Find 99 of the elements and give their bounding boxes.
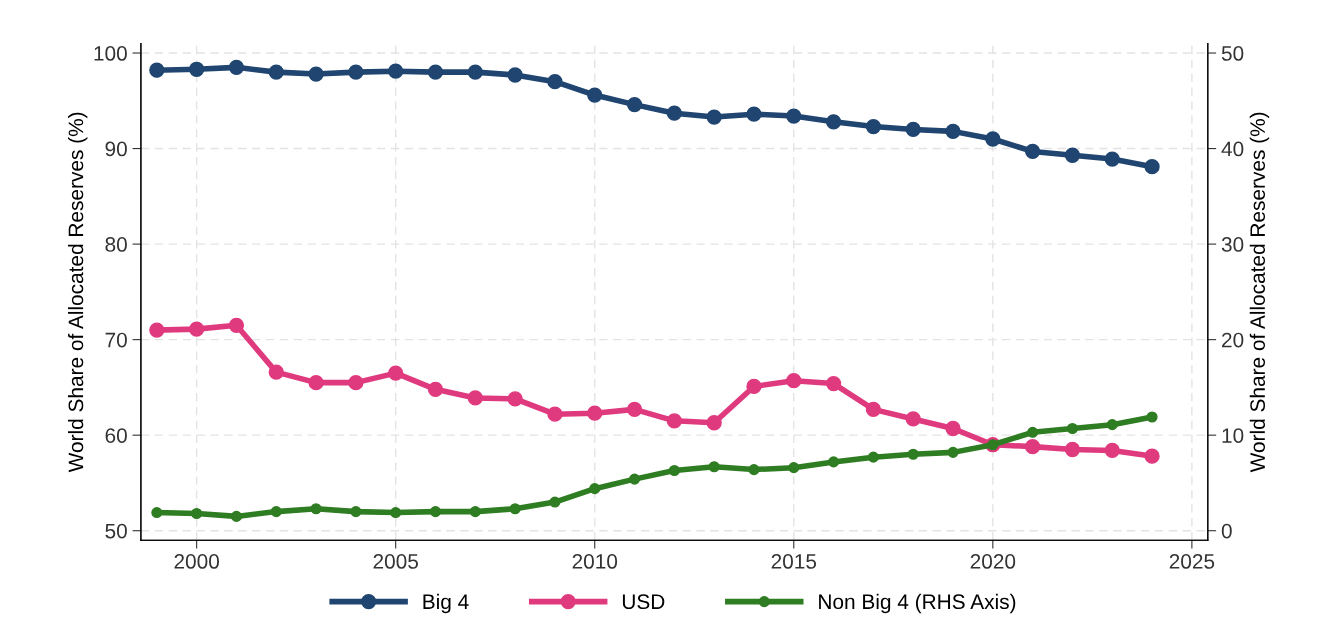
point <box>469 506 481 518</box>
point <box>1064 441 1081 458</box>
point <box>228 317 245 333</box>
y-tick-label: 90 <box>105 141 127 157</box>
point <box>390 507 402 519</box>
point <box>865 118 882 135</box>
point <box>1066 422 1079 435</box>
x-tick-label: 2015 <box>771 554 817 569</box>
point <box>905 411 921 427</box>
point <box>467 390 483 406</box>
point <box>748 464 760 476</box>
point <box>507 391 523 407</box>
point <box>945 123 961 140</box>
point <box>905 121 921 138</box>
legend-label: Non Big 4 (RHS Axis) <box>819 593 1016 614</box>
point <box>310 503 322 515</box>
y-tick-label: 50 <box>105 523 127 539</box>
point <box>549 496 561 508</box>
point <box>1024 439 1041 455</box>
point <box>348 64 364 80</box>
y-tick-label: 60 <box>105 428 127 443</box>
y-tick-label: 80 <box>105 237 127 252</box>
point <box>467 64 483 80</box>
y2-tick-label: 20 <box>1222 332 1244 348</box>
point <box>708 461 720 473</box>
point <box>1146 411 1158 423</box>
point <box>427 381 444 397</box>
point <box>149 62 165 78</box>
point <box>230 510 243 522</box>
y2-tick-label: 10 <box>1222 428 1244 443</box>
point <box>828 456 840 468</box>
point <box>1104 442 1120 459</box>
y2-tick-label: 40 <box>1221 141 1244 157</box>
point <box>786 373 802 389</box>
point <box>587 405 603 421</box>
x-tick-label: 2025 <box>1169 554 1215 569</box>
y2-tick-label: 50 <box>1221 46 1244 61</box>
point <box>786 108 802 124</box>
point <box>547 406 563 422</box>
point <box>270 506 282 518</box>
point <box>1027 426 1039 438</box>
point <box>867 451 879 463</box>
point <box>666 413 682 429</box>
x-tick-label: 2005 <box>373 554 418 569</box>
legend-label: Big 4 <box>423 593 469 614</box>
point <box>388 365 404 381</box>
point <box>350 506 362 518</box>
x-tick-label: 2000 <box>174 554 219 569</box>
point <box>308 374 324 391</box>
point <box>626 96 643 113</box>
point <box>509 503 521 515</box>
point <box>788 462 800 474</box>
point <box>507 67 523 83</box>
point <box>1104 151 1120 167</box>
point <box>666 105 682 121</box>
point <box>429 506 442 518</box>
point <box>308 66 324 82</box>
y2-tick-label: 0 <box>1221 523 1232 539</box>
point <box>1144 159 1160 175</box>
point <box>706 109 722 125</box>
legend-label: USD <box>622 594 665 610</box>
point <box>427 64 444 80</box>
point <box>191 507 203 520</box>
point <box>907 448 919 460</box>
point <box>189 321 205 337</box>
point <box>149 322 165 338</box>
point <box>1144 448 1160 464</box>
point <box>587 87 603 103</box>
point <box>746 106 762 122</box>
point <box>1064 147 1081 163</box>
point <box>388 63 404 79</box>
point <box>151 507 163 519</box>
point <box>706 415 722 431</box>
point <box>547 74 563 90</box>
x-tick-label: 2020 <box>970 554 1016 569</box>
point <box>268 364 284 380</box>
point <box>1024 143 1041 160</box>
point <box>228 59 245 75</box>
point <box>746 378 762 395</box>
y2-tick-label: 30 <box>1221 237 1244 252</box>
point <box>589 483 601 495</box>
point <box>626 401 643 418</box>
x-tick-label: 2010 <box>572 554 618 569</box>
point <box>865 401 882 418</box>
point <box>348 374 364 391</box>
y-axis-title: World Share of Allocated Reserves (%) <box>67 112 88 473</box>
point <box>628 473 641 485</box>
y-tick-label: 100 <box>94 46 127 61</box>
point <box>268 64 284 80</box>
point <box>1106 419 1118 431</box>
y2-axis-title: World Share of Allocated Reserves (%) <box>1249 112 1270 473</box>
point <box>825 375 842 392</box>
point <box>947 446 959 458</box>
point <box>825 114 842 130</box>
point <box>668 464 680 477</box>
point <box>189 61 205 77</box>
y-tick-label: 70 <box>105 332 127 348</box>
point <box>985 131 1001 147</box>
point <box>945 420 961 437</box>
